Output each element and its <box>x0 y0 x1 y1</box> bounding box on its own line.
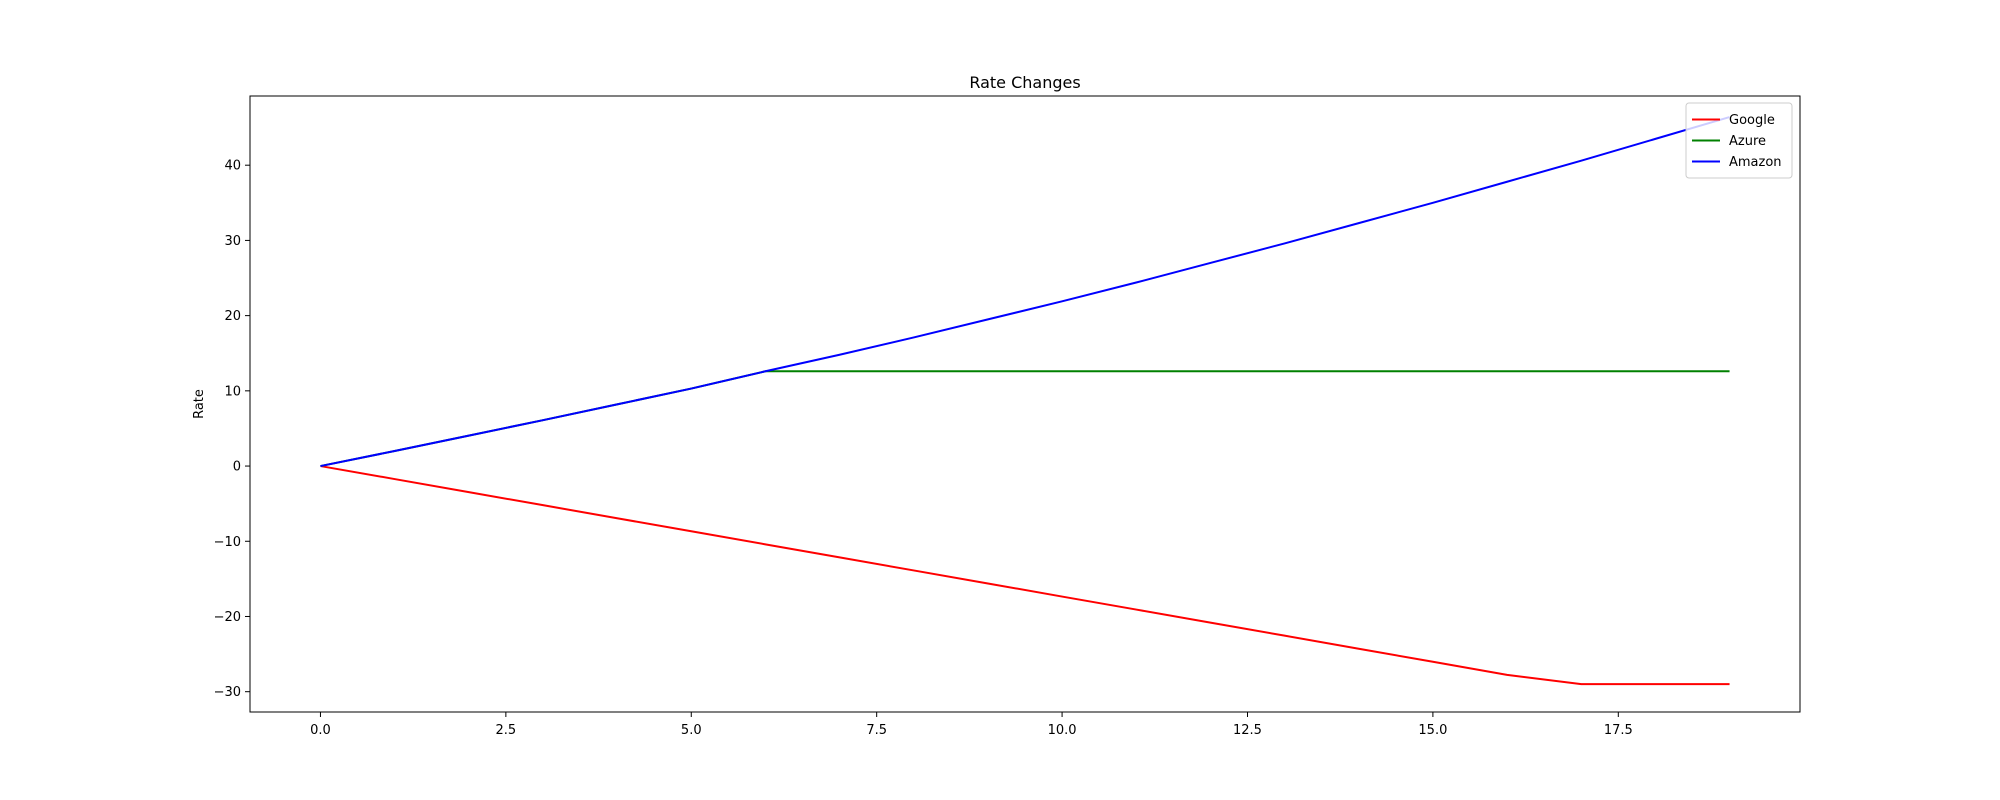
y-tick-label: 30 <box>224 234 241 249</box>
y-tick-label: −20 <box>214 610 241 625</box>
legend-box <box>1685 102 1793 179</box>
y-tick-label: 20 <box>224 309 241 324</box>
x-tick-label: 2.5 <box>496 723 517 738</box>
x-tick-label: 17.5 <box>1604 723 1633 738</box>
x-tick-label: 10.0 <box>1048 723 1077 738</box>
x-tick-label: 12.5 <box>1233 723 1262 738</box>
series-line-google <box>320 465 1730 686</box>
x-tick-label: 0.0 <box>310 723 331 738</box>
legend-label-google: Google <box>1729 113 1775 128</box>
series-lines <box>320 116 1730 686</box>
chart-title: Rate Changes <box>969 73 1080 92</box>
legend: Google Azure Amazon <box>1685 102 1793 179</box>
y-tick-label: 40 <box>224 159 241 174</box>
x-axis: 0.0 2.5 5.0 7.5 10.0 12.5 15.0 17.5 <box>310 712 1633 738</box>
x-tick-label: 7.5 <box>866 723 887 738</box>
y-tick-label: −30 <box>214 685 241 700</box>
legend-label-amazon: Amazon <box>1729 155 1782 170</box>
y-axis: −30 −20 −10 0 10 20 30 40 <box>214 159 250 700</box>
y-tick-label: −10 <box>214 535 241 550</box>
series-line-azure <box>320 370 1730 468</box>
x-tick-label: 15.0 <box>1418 723 1447 738</box>
series-line-amazon <box>320 116 1730 468</box>
plot-frame <box>249 95 1801 713</box>
y-tick-label: 10 <box>224 384 241 399</box>
y-tick-label: 0 <box>233 460 241 475</box>
legend-label-azure: Azure <box>1729 134 1766 149</box>
x-tick-label: 5.0 <box>681 723 702 738</box>
y-axis-label: Rate <box>192 389 207 419</box>
